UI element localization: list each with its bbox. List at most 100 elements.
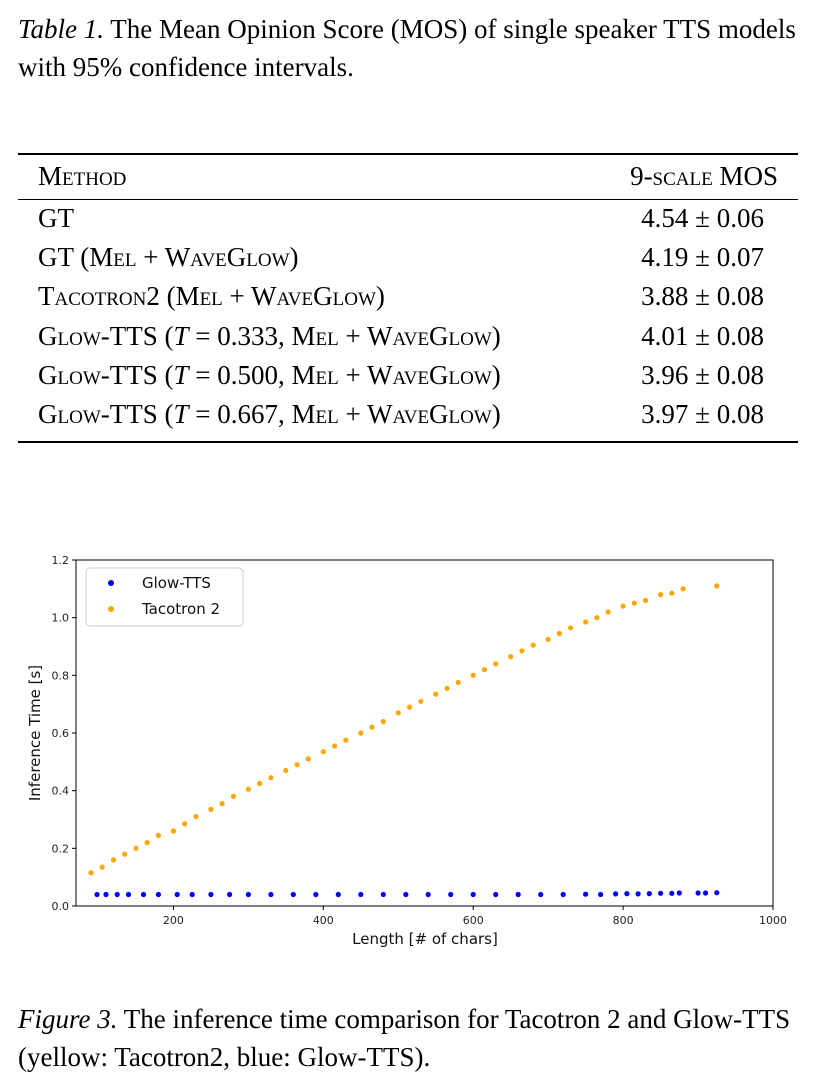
x-tick-label: 200 <box>163 914 184 927</box>
legend-marker-glow-tts <box>108 580 114 586</box>
data-point <box>125 891 132 898</box>
data-point <box>560 891 566 898</box>
chart-legend: Glow-TTS Tacotron 2 <box>85 567 244 627</box>
data-point <box>695 890 701 896</box>
row-method: GT (Mel + WaveGlow) <box>38 242 299 272</box>
row-mos: 3.88 ± 0.08 <box>641 281 764 311</box>
data-point <box>714 890 720 896</box>
table-caption-label: Table 1. <box>18 14 105 44</box>
data-point <box>635 891 641 897</box>
data-point <box>493 661 499 667</box>
data-point <box>320 749 326 755</box>
x-tick-label: 400 <box>313 914 334 927</box>
data-point <box>380 718 386 725</box>
data-point <box>481 667 488 673</box>
data-point <box>294 762 300 768</box>
header-mos: 9-scale MOS <box>630 161 778 191</box>
data-point <box>268 891 274 898</box>
x-tick-label: 1000 <box>759 914 787 927</box>
data-point <box>425 891 431 898</box>
data-point <box>133 845 139 851</box>
data-point <box>519 648 525 654</box>
figure-caption-label: Figure 3. <box>18 1004 118 1034</box>
data-point <box>530 642 536 648</box>
table-row: Glow-TTS (T = 0.500, Mel + WaveGlow) 3.9… <box>18 360 798 399</box>
data-point <box>605 609 611 615</box>
table-row: GT 4.54 ± 0.06 <box>18 203 798 242</box>
data-point <box>493 891 499 898</box>
inference-time-figure: 200 400 600 800 1000 0.0 0.2 0.4 0.6 0.8 1.0 1.2 L… <box>0 540 818 960</box>
data-point <box>406 704 413 710</box>
data-point <box>583 619 589 625</box>
legend-marker-tacotron2 <box>108 606 114 612</box>
data-point <box>613 891 619 897</box>
data-point <box>290 891 296 898</box>
row-method: Tacotron2 (Mel + WaveGlow) <box>38 281 385 311</box>
series-glow-tts <box>94 890 720 898</box>
x-tick-label: 800 <box>613 914 634 927</box>
scatter-chart: 200 400 600 800 1000 0.0 0.2 0.4 0.6 0.8 1.0 1.2 L… <box>26 554 787 948</box>
table-row: Tacotron2 (Mel + WaveGlow) 3.88 ± 0.08 <box>18 281 798 320</box>
data-point <box>155 832 161 838</box>
data-point <box>88 870 94 876</box>
data-point <box>144 840 150 846</box>
y-tick-label: 0.2 <box>52 842 70 855</box>
data-point <box>305 756 311 762</box>
data-point <box>470 672 476 678</box>
data-point <box>594 615 600 621</box>
x-tick-label: 600 <box>463 914 484 927</box>
data-point <box>174 891 180 898</box>
y-tick-label: 0.6 <box>52 727 70 740</box>
row-mos: 3.96 ± 0.08 <box>641 360 764 390</box>
data-point <box>140 891 147 898</box>
data-point <box>444 685 450 691</box>
data-point <box>669 590 675 596</box>
data-point <box>170 828 176 834</box>
data-point <box>193 814 199 820</box>
data-point <box>508 654 514 660</box>
series-tacotron2 <box>88 583 720 876</box>
data-point <box>358 891 364 898</box>
data-point <box>658 890 664 896</box>
data-point <box>208 891 214 898</box>
data-point <box>624 891 630 897</box>
y-tick-label: 1.0 <box>52 612 70 625</box>
table-row: GT (Mel + WaveGlow) 4.19 ± 0.07 <box>18 242 798 281</box>
x-axis-label: Length [# of chars] <box>352 930 498 948</box>
header-method: Method <box>38 161 127 191</box>
y-tick-label: 0.8 <box>52 669 70 682</box>
data-point <box>545 636 551 642</box>
row-method: Glow-TTS (T = 0.333, Mel + WaveGlow) <box>38 321 501 351</box>
figure-caption-text: The inference time comparison for Tacotr… <box>18 1004 791 1072</box>
data-point <box>332 743 338 749</box>
y-axis-label: Inference Time [s] <box>26 665 44 801</box>
data-point <box>714 583 720 589</box>
data-point <box>395 710 401 716</box>
data-point <box>680 586 686 592</box>
table-header-rule <box>18 199 798 200</box>
data-point <box>358 730 364 736</box>
data-point <box>219 801 225 807</box>
data-point <box>455 679 461 686</box>
data-point <box>103 891 109 898</box>
table-bottom-rule <box>18 441 798 443</box>
row-method: Glow-TTS (T = 0.500, Mel + WaveGlow) <box>38 360 501 390</box>
row-method: Glow-TTS (T = 0.667, Mel + WaveGlow) <box>38 399 501 429</box>
legend-box <box>85 567 244 627</box>
table-top-rule <box>18 153 798 155</box>
legend-label-tacotron2: Tacotron 2 <box>141 600 220 618</box>
data-point <box>702 890 709 896</box>
data-point <box>646 891 652 897</box>
data-point <box>313 891 319 898</box>
row-mos: 4.01 ± 0.08 <box>641 321 764 351</box>
data-point <box>583 891 589 897</box>
data-point <box>598 891 604 898</box>
figure-caption: Figure 3. The inference time comparison … <box>18 1000 808 1076</box>
table-header-row: Method 9-scale MOS <box>18 161 798 200</box>
data-point <box>230 793 236 799</box>
table-row: Glow-TTS (T = 0.667, Mel + WaveGlow) 3.9… <box>18 399 798 438</box>
y-tick-label: 0.0 <box>52 900 70 913</box>
data-point <box>268 775 274 781</box>
data-point <box>122 851 128 857</box>
data-point <box>556 630 563 637</box>
